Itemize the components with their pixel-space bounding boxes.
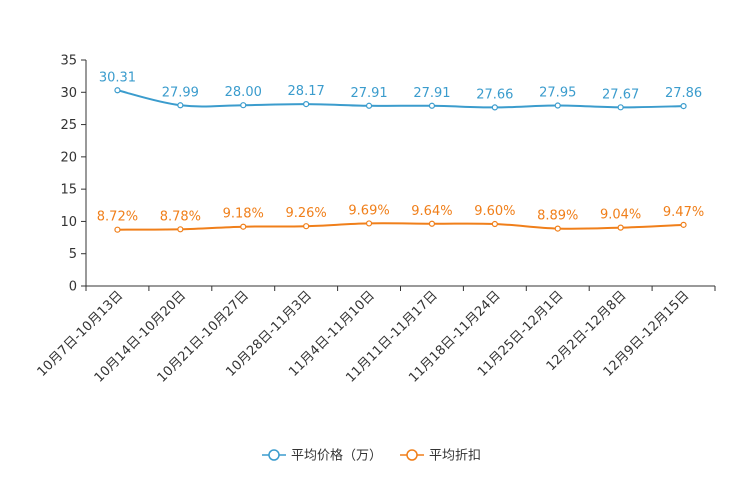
legend-circle-icon [406,449,418,461]
legend-circle-icon [268,449,280,461]
y-tick-label: 30 [60,86,77,101]
series-1-data-label: 28.00 [225,85,262,100]
series-2-data-label: 9.69% [348,203,389,218]
series-2-data-label: 9.04% [600,208,641,223]
series-1-data-label: 30.31 [99,70,136,85]
series-1-data-label: 27.91 [350,86,387,101]
series-1-data-label: 28.17 [288,84,325,99]
legend-item-1[interactable]: 平均价格（万） [262,448,382,464]
series-2-data-label: 9.64% [411,204,452,219]
chart-axes [81,59,716,291]
series-2-point[interactable] [428,220,436,227]
series-1-data-label: 27.86 [665,86,702,101]
series-2-point[interactable] [554,225,561,232]
y-tick-label: 15 [60,183,77,198]
series-1-point[interactable] [680,103,687,110]
series-2-data-label: 8.89% [537,209,578,224]
series-line-2 [117,222,684,231]
series-1-data-label: 27.66 [476,87,513,102]
series-2-point[interactable] [617,224,624,231]
series-1-data-label: 27.95 [539,86,576,101]
y-tick-label: 0 [69,280,77,295]
x-tick-labels: 10月7日-10月13日10月14日-10月20日10月21日-10月27日10… [35,288,693,385]
series-points [114,87,687,233]
data-labels: 30.31 27.99 28.00 28.17 27.91 27.91 27.66 27.95… [97,70,704,224]
series-1-point[interactable] [114,87,121,94]
series-2-data-label: 8.78% [160,209,201,224]
legend-label: 平均价格（万） [291,448,382,464]
series-1-point[interactable] [428,102,436,109]
y-tick-label: 20 [60,150,77,165]
series-1-point[interactable] [177,102,184,109]
series-1-point[interactable] [617,104,624,111]
y-tick-label: 35 [60,54,77,69]
series-1-data-label: 27.91 [413,86,450,101]
legend-item-2[interactable]: 平均折扣 [400,449,481,464]
legend-label: 平均折扣 [429,449,481,464]
series-2-data-label: 9.47% [663,205,704,220]
y-tick-label: 10 [60,215,77,230]
series-1-point[interactable] [240,102,247,109]
series-1-point[interactable] [554,102,561,109]
series-2-point[interactable] [240,223,247,230]
series-1-point[interactable] [365,102,373,109]
series-2-data-label: 9.60% [474,204,515,219]
series-2-point[interactable] [680,221,687,228]
series-1-point[interactable] [491,104,498,111]
series-2-point[interactable] [114,226,121,233]
series-2-data-label: 9.26% [285,206,326,221]
series-2-point[interactable] [491,220,498,228]
series-2-point[interactable] [365,220,373,227]
y-tick-label: 25 [60,118,77,133]
series-1-data-label: 27.67 [602,87,639,102]
series-2-data-label: 9.18% [223,207,264,222]
series-lines [117,89,684,231]
legend[interactable]: 平均价格（万） 平均折扣 [262,448,481,464]
series-2-data-label: 8.72% [97,210,138,225]
series-1-data-label: 27.99 [162,85,199,100]
series-2-point[interactable] [303,223,310,230]
series-2-point[interactable] [177,226,184,233]
series-line-1 [117,89,684,109]
y-tick-label: 5 [69,247,77,262]
y-tick-labels: 0 5 10 15 20 25 30 35 [60,54,77,295]
series-1-point[interactable] [303,101,310,108]
